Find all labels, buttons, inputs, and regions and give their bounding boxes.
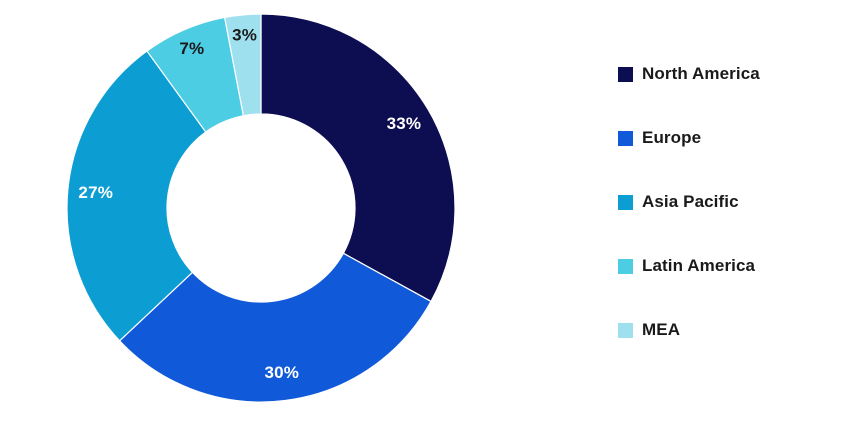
donut-slice[interactable] bbox=[224, 13, 262, 117]
donut-slice-label: 33% bbox=[387, 114, 422, 133]
donut-slice-labels-group: 33% 30% 27% 7% 3% bbox=[78, 25, 421, 382]
chart-legend: North America Europe Asia Pacific Latin Ame… bbox=[618, 59, 833, 345]
legend-color-swatch bbox=[618, 322, 633, 338]
donut-slices-group bbox=[66, 13, 456, 403]
legend-item-label: Europe bbox=[642, 128, 702, 147]
legend-color-swatch bbox=[618, 258, 633, 274]
legend-item[interactable]: North America bbox=[618, 59, 833, 89]
legend-item-label: North America bbox=[642, 64, 760, 83]
donut-slice[interactable] bbox=[260, 13, 456, 303]
legend-item-label: Latin America bbox=[642, 256, 756, 275]
legend-item[interactable]: Latin America bbox=[618, 251, 833, 281]
chart-plot-area: 33% 30% 27% 7% 3% bbox=[66, 13, 456, 403]
legend-color-swatch bbox=[618, 194, 633, 210]
donut-slice-label: 27% bbox=[78, 183, 113, 202]
donut-chart-svg: 33% 30% 27% 7% 3% bbox=[66, 13, 456, 403]
donut-slice-label: 30% bbox=[264, 363, 299, 382]
legend-item[interactable]: MEA bbox=[618, 315, 833, 345]
legend-item[interactable]: Europe bbox=[618, 123, 833, 153]
legend-item[interactable]: Asia Pacific bbox=[618, 187, 833, 217]
donut-slice-label: 7% bbox=[179, 39, 204, 58]
legend-color-swatch bbox=[618, 66, 633, 82]
legend-color-swatch bbox=[618, 130, 633, 146]
legend-item-label: MEA bbox=[642, 320, 681, 339]
donut-slice[interactable] bbox=[118, 252, 432, 403]
donut-slice-label: 3% bbox=[232, 25, 257, 44]
legend-item-label: Asia Pacific bbox=[642, 192, 739, 211]
donut-slice[interactable] bbox=[66, 50, 207, 342]
